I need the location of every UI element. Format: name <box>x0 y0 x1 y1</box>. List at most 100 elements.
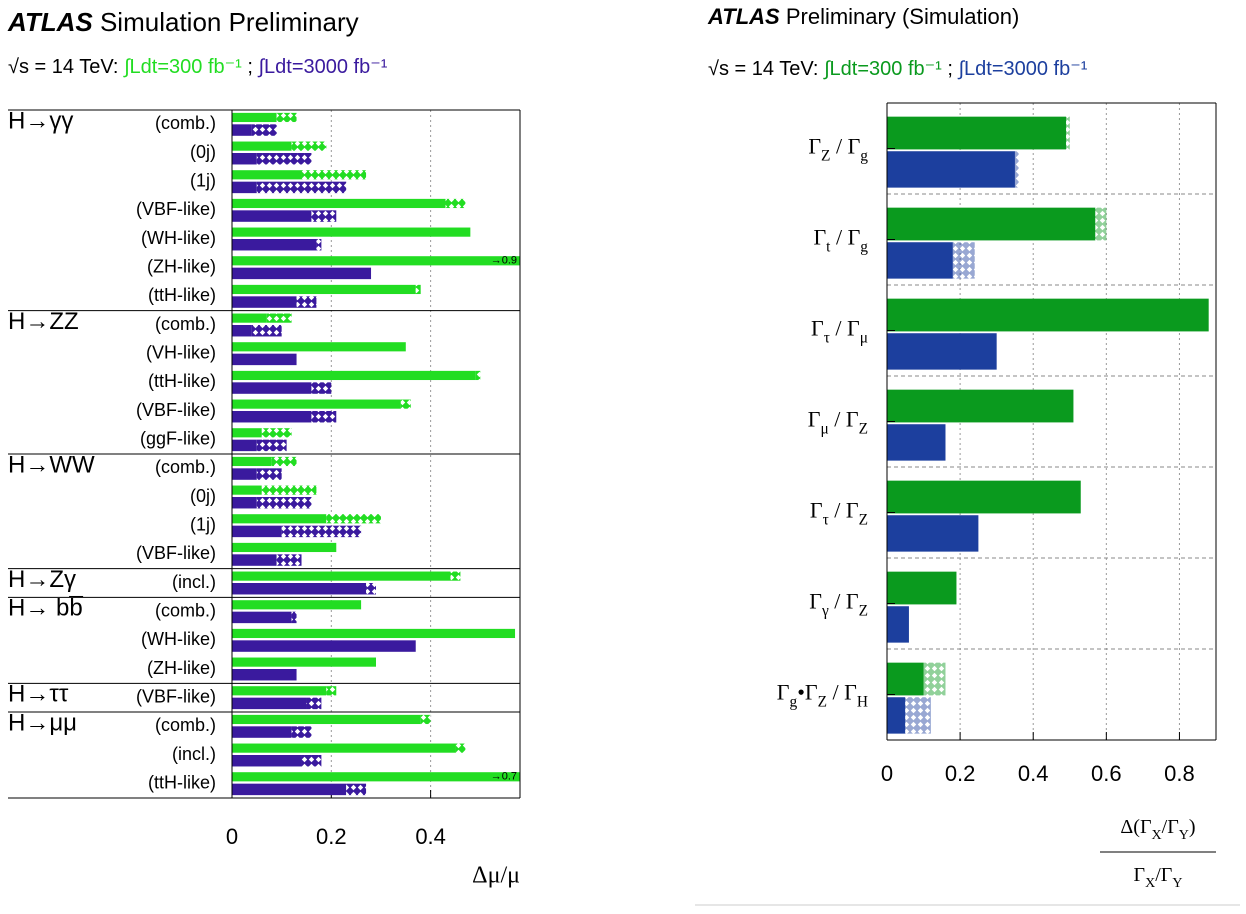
x-tick-label: 0.6 <box>1091 761 1122 786</box>
bar-hatched <box>306 697 322 710</box>
bar <box>232 783 347 796</box>
x-tick-label: 0 <box>881 761 893 786</box>
label-part: Γ <box>810 498 823 523</box>
subscript: t <box>826 239 831 256</box>
bar <box>232 772 520 782</box>
label-part: •Γ <box>797 680 818 705</box>
bar <box>887 424 946 461</box>
category-label: (ttH-like) <box>148 371 216 391</box>
category-label: (incl.) <box>172 744 216 764</box>
legend: √s = 14 TeV: ∫Ldt=300 fb⁻¹ ; ∫Ldt=3000 f… <box>8 56 388 78</box>
category-label: Γγ / ΓZ <box>809 589 868 620</box>
group-label: H→WW <box>8 451 95 478</box>
bar <box>232 210 312 222</box>
legend-entry: ∫Ldt=3000 fb⁻¹ <box>958 58 1088 80</box>
category-label: (ggF-like) <box>140 428 216 448</box>
bar <box>232 267 372 280</box>
category-label: (incl.) <box>172 572 216 592</box>
bar <box>232 284 416 295</box>
bar-hatched <box>266 313 292 323</box>
bar-hatched <box>326 514 381 524</box>
bar <box>232 583 367 595</box>
legend-separator: ; <box>247 56 253 78</box>
category-label: (VBF-like) <box>136 686 216 706</box>
subscript: X <box>1145 876 1155 891</box>
bar-hatched <box>475 370 481 381</box>
bar-hatched <box>420 714 431 725</box>
bar <box>232 181 257 194</box>
bar <box>232 697 307 710</box>
bar <box>232 640 416 652</box>
bar <box>232 439 257 452</box>
group-label: H→γγ <box>8 107 73 134</box>
bar <box>232 170 302 180</box>
chart-title: ATLAS Preliminary (Simulation) <box>707 4 1019 29</box>
bar <box>232 571 451 581</box>
category-label: (WH-like) <box>141 629 216 649</box>
bar-hatched <box>271 456 297 467</box>
bar-hatched <box>326 686 337 696</box>
label-part: /Γ <box>1155 864 1172 886</box>
bar <box>232 468 257 480</box>
bar-hatched <box>276 554 302 566</box>
brand: ATLAS <box>7 7 93 37</box>
bar-hatched <box>1066 116 1070 150</box>
subscript: Z <box>818 694 827 711</box>
value-label: →0.7 <box>491 771 517 783</box>
category-label: (ttH-like) <box>148 285 216 305</box>
title-text: Simulation Preliminary <box>100 7 359 37</box>
plot-area <box>232 112 520 796</box>
subscript: Z <box>859 512 868 529</box>
bar-hatched <box>346 783 367 796</box>
bar <box>887 389 1074 423</box>
bar-hatched <box>450 571 461 581</box>
bar <box>887 151 1015 188</box>
label-part: / Γ <box>829 589 859 614</box>
bar <box>887 207 1096 241</box>
label-part: / Γ <box>827 680 857 705</box>
category-label: (WH-like) <box>141 228 216 248</box>
category-label: (comb.) <box>155 457 216 477</box>
label-part: ) <box>1189 816 1196 838</box>
x-axis-label-numerator: Δ(ΓX/ΓY) <box>1120 816 1195 843</box>
group-label: H→Zγ <box>8 566 76 593</box>
subscript: X <box>1152 828 1162 843</box>
bar <box>232 382 312 394</box>
bar-hatched <box>905 697 931 734</box>
legend: √s = 14 TeV: ∫Ldt=300 fb⁻¹ ; ∫Ldt=3000 f… <box>708 58 1088 80</box>
label-part: / Γ <box>830 316 860 341</box>
x-axis-label-denominator: ΓX/ΓY <box>1134 864 1183 891</box>
bar <box>232 525 282 538</box>
bar <box>232 112 277 123</box>
category-label: (ZH-like) <box>147 256 216 276</box>
bar <box>232 686 327 696</box>
category-label: (0j) <box>190 486 216 506</box>
bar <box>887 242 953 279</box>
bar-hatched <box>291 611 297 624</box>
bar <box>232 370 476 381</box>
label-part: /Γ <box>1162 816 1179 838</box>
energy-label: √s = 14 TeV: <box>708 58 819 80</box>
x-tick-label: 0.2 <box>316 824 347 849</box>
bar <box>232 353 297 366</box>
subscript: Z <box>821 148 830 165</box>
bar-hatched <box>261 428 292 438</box>
bar <box>232 714 421 725</box>
category-label: Γt / Γg <box>813 225 868 256</box>
subscript: g <box>860 239 868 256</box>
bar <box>887 333 997 370</box>
bar-hatched <box>952 242 975 279</box>
bar <box>232 325 252 337</box>
label-part: Γ <box>808 407 821 432</box>
bar <box>232 611 292 624</box>
plot-area <box>887 116 1209 734</box>
subscript: τ <box>823 512 829 529</box>
label-part: / Γ <box>830 225 860 250</box>
group-label: H→ZZ <box>8 308 79 335</box>
bar-hatched <box>251 124 277 136</box>
bar <box>232 198 446 209</box>
bar <box>232 755 302 767</box>
x-tick-label: 0.4 <box>1018 761 1049 786</box>
bar <box>232 227 471 237</box>
